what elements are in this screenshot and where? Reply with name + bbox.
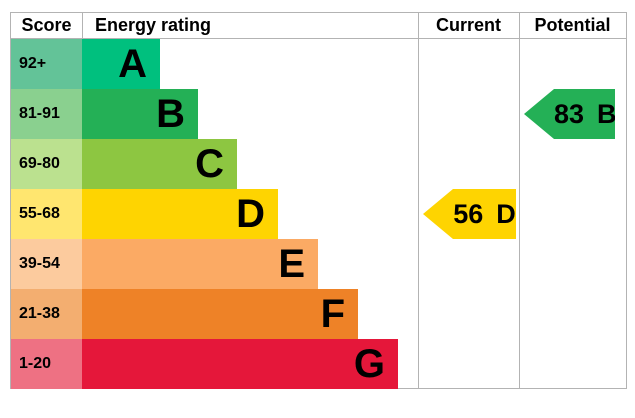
score-range: 21-38 [11, 289, 82, 339]
current-column-divider [418, 13, 419, 388]
potential-rating-arrow: 83 B [524, 89, 615, 139]
potential-column-divider [519, 13, 520, 388]
current-rating-arrow: 56 D [423, 189, 516, 239]
header-potential: Potential [534, 15, 611, 35]
band-row: 21-38 F [11, 289, 418, 339]
potential-rating-value: 83 [554, 98, 585, 129]
rating-bar: D [82, 189, 278, 239]
header-current: Current [435, 15, 501, 35]
band-row: 81-91 B [11, 89, 418, 139]
rating-bar: F [82, 289, 358, 339]
potential-rating-letter: B [597, 98, 617, 129]
header-energy-rating: Energy rating [95, 15, 212, 35]
potential-rating-text: 83 B [554, 98, 617, 130]
rating-bar: C [82, 139, 237, 189]
rating-letter: G [353, 342, 385, 386]
current-rating-text: 56 D [453, 199, 516, 230]
header-score: Score [21, 15, 72, 35]
rating-letter: C [195, 142, 224, 186]
current-rating-value: 56 [453, 198, 484, 229]
score-range: 55-68 [11, 189, 82, 239]
score-range: 92+ [11, 39, 82, 89]
score-column-divider [82, 13, 83, 38]
current-rating-letter: D [496, 198, 516, 229]
rating-bar: G [82, 339, 398, 389]
score-range: 69-80 [11, 139, 82, 189]
epc-table: Score Energy rating Current Potential 92… [10, 12, 627, 389]
rating-letter: B [156, 92, 185, 136]
rating-bar: B [82, 89, 198, 139]
band-row: 39-54 E [11, 239, 418, 289]
band-row: 55-68 D [11, 189, 418, 239]
rating-bar: A [82, 39, 160, 89]
score-range: 39-54 [11, 239, 82, 289]
band-row: 92+ A [11, 39, 418, 89]
rating-letter: D [236, 192, 265, 236]
score-range: 1-20 [11, 339, 82, 389]
rating-letter: F [320, 292, 345, 336]
rating-letter: A [118, 42, 147, 86]
band-rows: 92+ A 81-91 B 69-80 C 55-68 D 39-54 E 21… [11, 39, 418, 389]
rating-letter: E [278, 242, 305, 286]
band-row: 69-80 C [11, 139, 418, 189]
table-header: Score Energy rating Current Potential [11, 13, 626, 39]
band-row: 1-20 G [11, 339, 418, 389]
score-range: 81-91 [11, 89, 82, 139]
rating-bar: E [82, 239, 318, 289]
